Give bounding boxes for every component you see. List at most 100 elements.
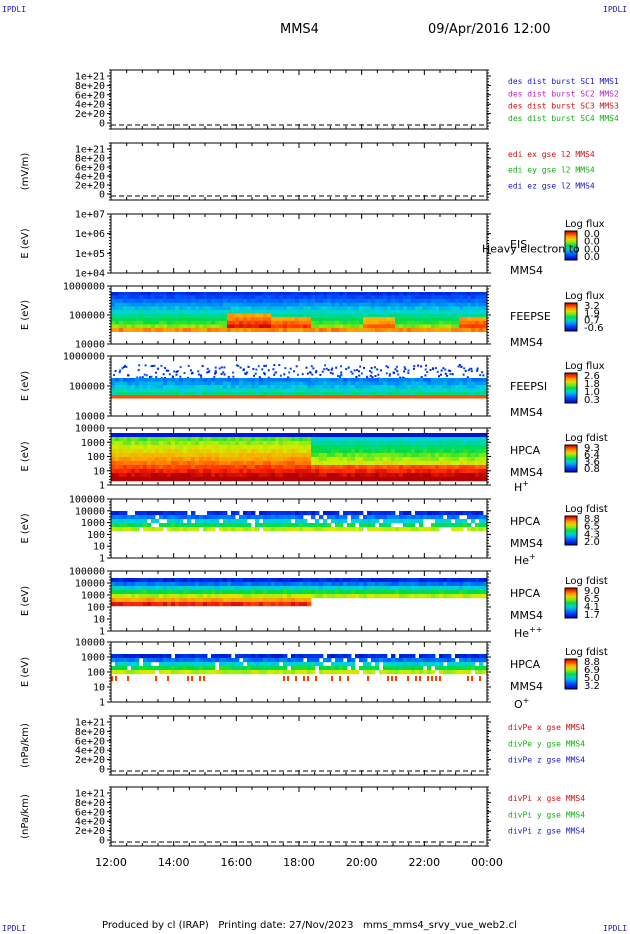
spec-cell [307,453,312,458]
spec-cell [427,477,432,482]
spec-cell [263,310,268,314]
spec-cell [395,469,400,474]
spec-cell [227,602,232,607]
spec-cell [383,469,388,474]
spec-cell [291,310,296,314]
spec-cell [175,328,180,332]
spec-cell [343,437,348,442]
spec-cell [271,594,276,599]
spec-cell [439,457,444,462]
spec-cell [215,371,217,374]
spec-cell [195,477,200,482]
spec-cell [155,598,160,603]
spec-cell [327,457,332,462]
spec-cell [387,385,392,389]
spec-cell [431,523,436,528]
spec-cell [119,302,124,307]
spec-cell [387,461,392,466]
spec-cell [175,666,180,671]
spec-cell [119,602,124,607]
spec-cell [159,658,164,663]
spec-cell [483,395,488,399]
spec-cell [403,366,406,369]
spec-cell [173,370,176,373]
spec-cell [319,324,324,329]
spec-cell [427,295,432,300]
spec-cell [403,433,408,438]
spec-cell [399,511,404,516]
spec-cell [275,515,280,520]
spec-cell [227,441,232,446]
spec-cell [447,310,452,314]
spec-cell [399,381,404,386]
spec-cell [223,586,228,591]
spec-cell [327,313,332,318]
spec-cell [251,292,256,296]
spec-cell [199,385,204,389]
spec-cell [135,515,140,520]
spec-cell [163,392,168,396]
spec-cell [219,385,224,389]
spec-cell [311,473,316,478]
spec-cell [139,317,144,321]
spec-cell [235,364,238,367]
spec-cell [411,594,416,599]
spec-cell [419,445,424,450]
instrument-spacecraft: MMS4 [510,264,543,277]
spec-cell [471,473,476,478]
spec-cell [435,523,440,528]
spec-cell [391,392,396,396]
spec-cell [379,317,384,321]
spec-cell [383,453,388,458]
spec-cell [199,670,204,675]
spec-cell [127,313,132,318]
spec-cell [143,662,148,667]
spec-cell [335,324,340,329]
spec-cell [331,590,336,595]
spec-cell [323,469,328,474]
spec-cell [223,515,228,520]
spec-cell [443,310,448,314]
spec-cell [239,320,244,325]
spec-cell [255,449,260,454]
spec-cell [383,292,388,296]
spec-cell [371,395,376,399]
spec-cell [335,441,340,446]
spec-cell [227,324,232,329]
spec-cell [111,523,116,528]
spec-cell [399,590,404,595]
legend-entry: edi ez gse l2 MMS4 [508,181,595,190]
spec-cell [183,662,188,667]
spec-cell [223,328,228,332]
spec-cell [235,586,240,591]
spec-cell [159,453,164,458]
spec-cell [131,395,136,399]
spec-cell [299,457,304,462]
spec-cell [167,378,172,382]
spec-cell [187,477,192,482]
spec-cell [227,375,230,378]
spec-cell [367,437,372,442]
spec-cell [376,368,379,371]
spec-cell [147,586,152,591]
spec-cell [475,299,480,303]
spec-cell [219,594,224,599]
spec-cell [191,381,196,386]
spec-cell [483,594,488,599]
spec-cell [254,372,257,375]
spec-cell [119,392,124,396]
spec-cell [395,292,400,296]
spec-cell [215,313,220,318]
spec-cell [267,449,272,454]
spec-cell [323,594,328,599]
spec-cell [251,602,256,607]
spec-cell [215,461,220,466]
spec-cell [279,473,284,478]
spec-cell [223,527,228,532]
spec-cell [479,441,484,446]
spec-cell [207,658,212,663]
spec-cell [479,578,484,583]
spec-cell [343,324,348,329]
spec-cell [375,313,380,318]
spec-cell [407,457,412,462]
